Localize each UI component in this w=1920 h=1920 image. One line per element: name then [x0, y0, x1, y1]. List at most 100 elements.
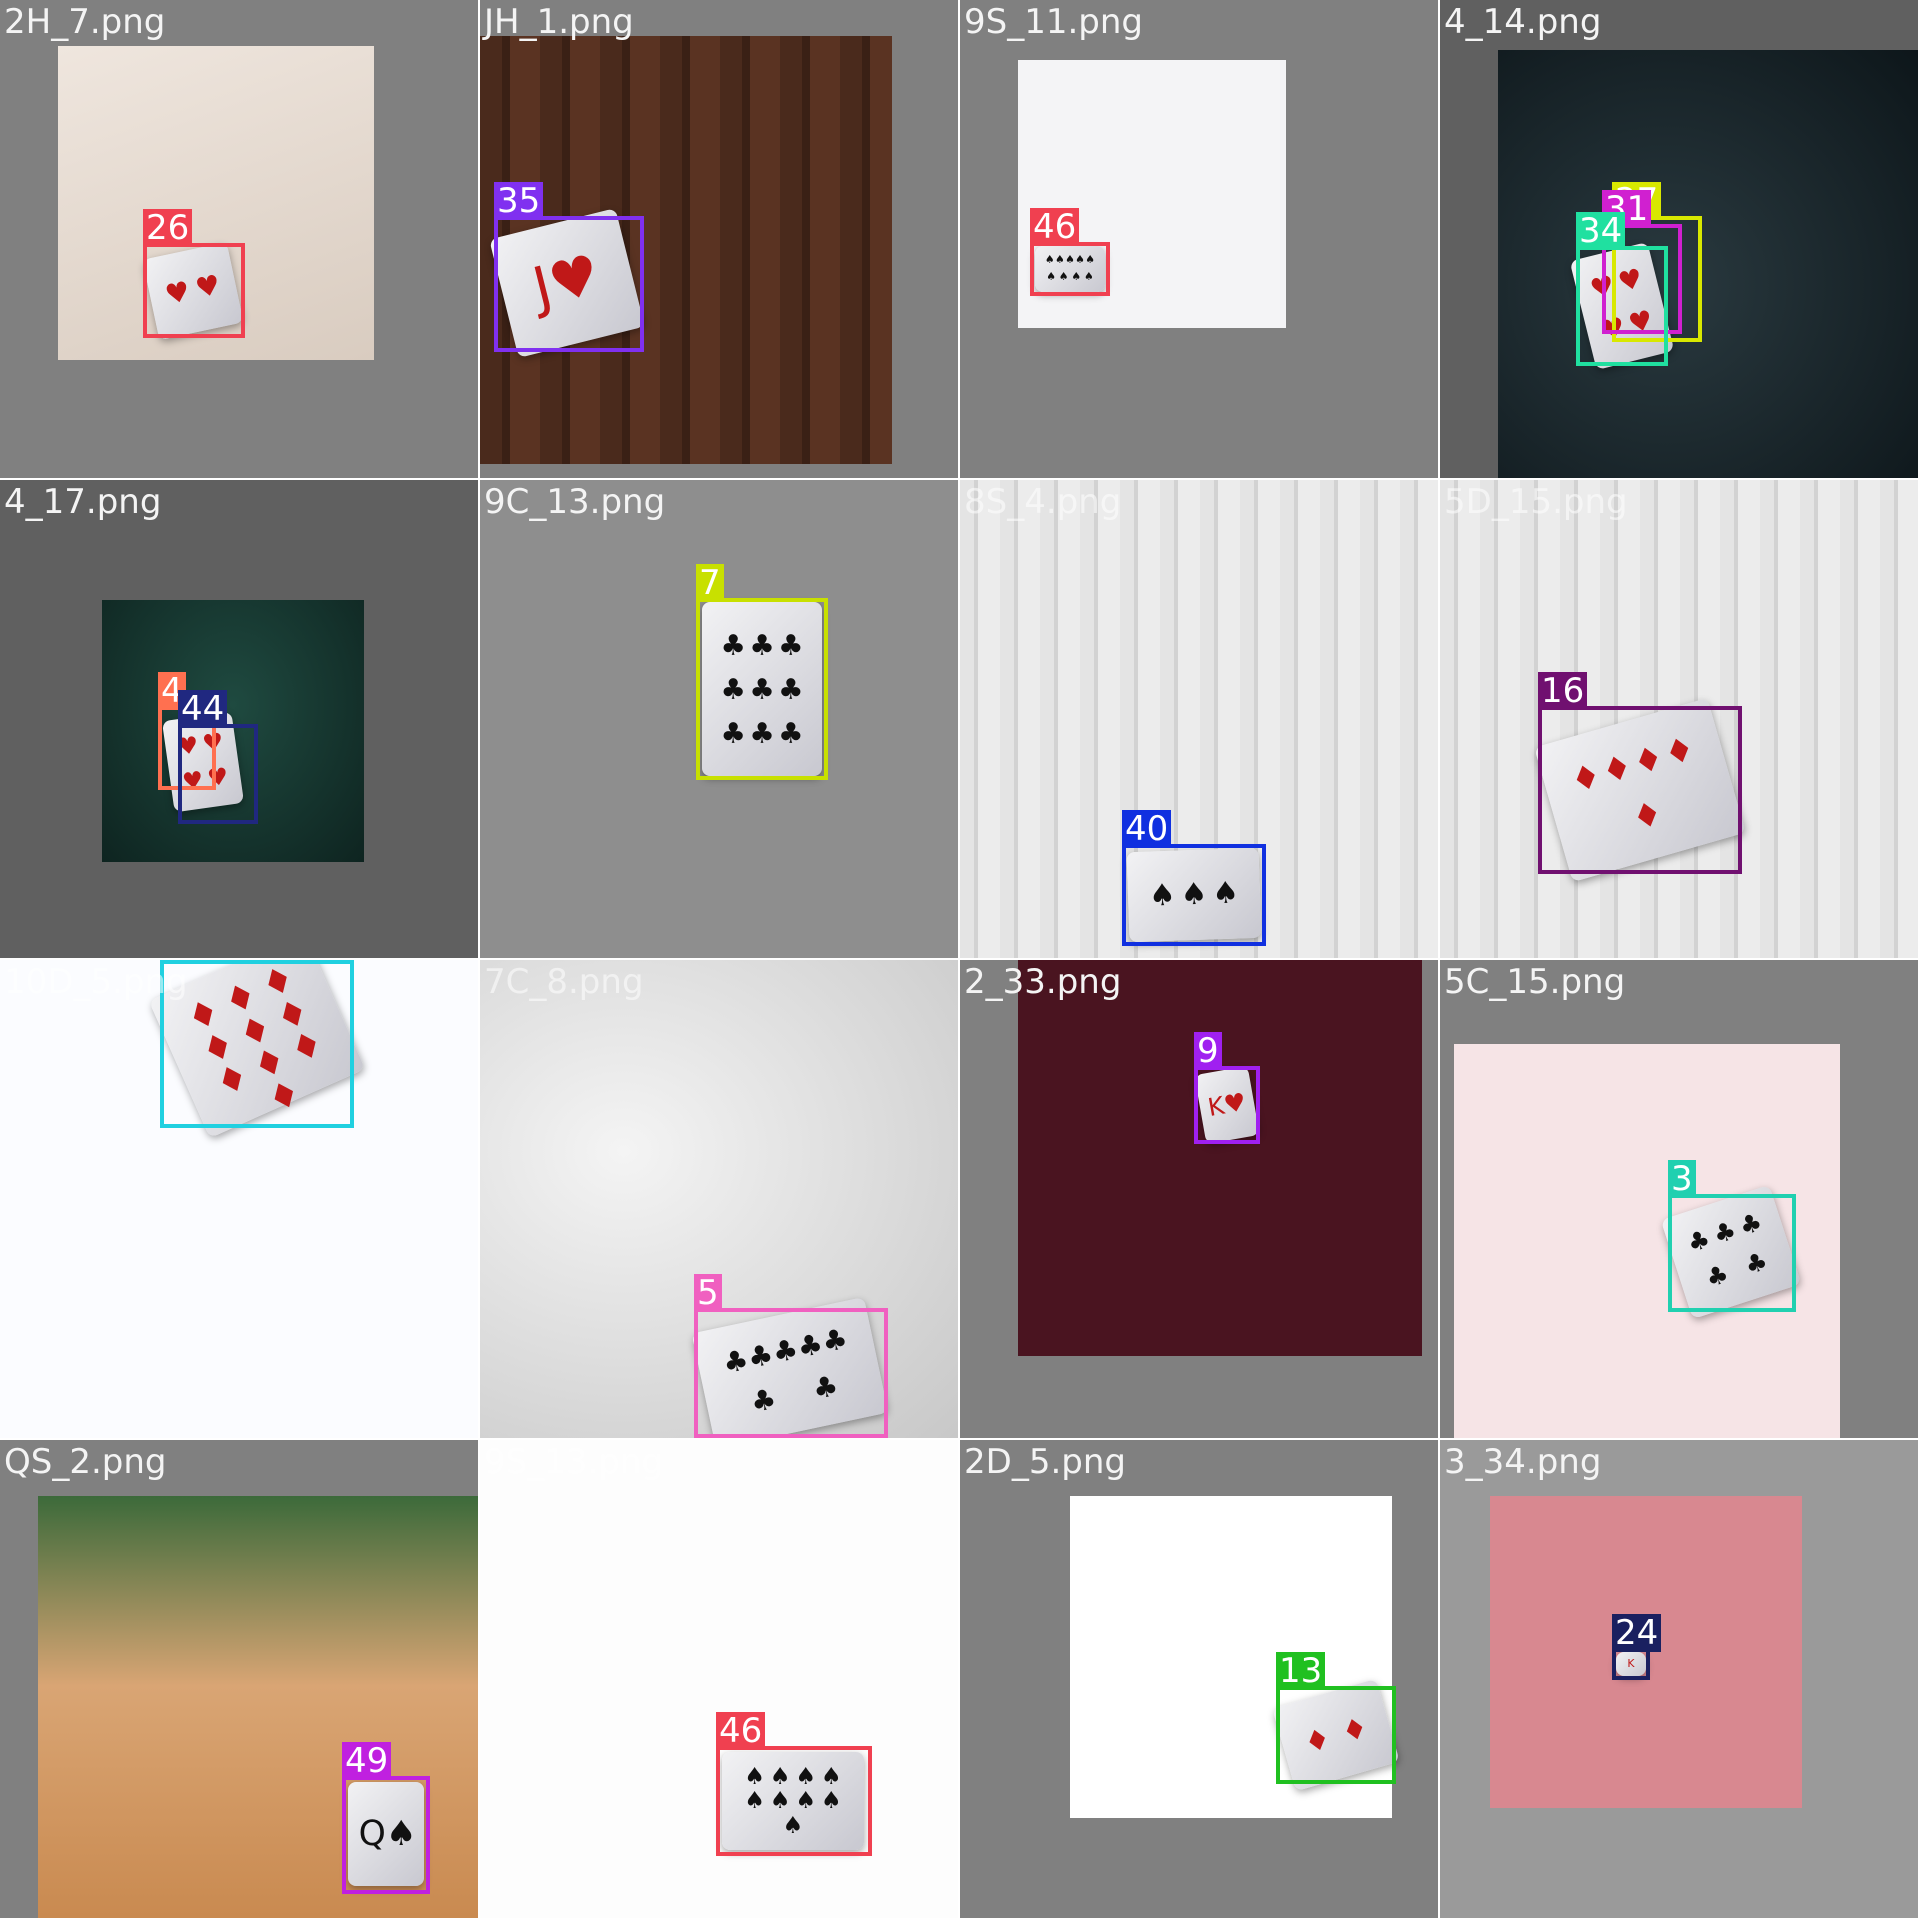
- card-pips: ♠ ♠ ♠ ♠ ♠ ♠ ♠ ♠ ♠: [742, 1764, 844, 1839]
- card-suit-icon: ♠: [1083, 270, 1094, 284]
- detection-box: 35: [494, 182, 644, 352]
- card-suit-icon: ♠: [795, 1761, 817, 1790]
- tile-filename: 3_34.png: [1444, 1442, 1602, 1482]
- detection-class-label: 40: [1122, 810, 1172, 848]
- card-suit-icon: ♠: [1046, 270, 1056, 284]
- card-suit-icon: ♠: [1055, 252, 1065, 266]
- playing-card: Q♠: [348, 1782, 424, 1886]
- card-pips: K: [1620, 1655, 1642, 1673]
- tile-filename: 10D_5.png: [4, 962, 188, 1002]
- detection-class-label: 9: [1194, 1032, 1222, 1070]
- card-suit-icon: K: [1627, 1656, 1635, 1670]
- mosaic-tile: ♦♦♦♦♦♦♦♦♦♦2110D_5.png: [0, 960, 478, 1438]
- detection-class-label: 16: [1538, 672, 1588, 710]
- detection-box: 46: [716, 1712, 872, 1856]
- card-pips: ♠ ♠ ♠ ♠ ♠ ♠ ♠ ♠ ♠: [1045, 252, 1095, 287]
- mosaic-tile: ♠ ♠ ♠ ♠ ♠ ♠ ♠ ♠ ♠ 46 9S_11.png: [960, 0, 1438, 478]
- detection-class-label: 46: [716, 1712, 766, 1750]
- mosaic-tile: ♥ ♥ 26 2H_7.png: [0, 0, 478, 478]
- detection-box: 24: [1612, 1614, 1662, 1680]
- card-suit-icon: ♠: [1044, 252, 1055, 266]
- card-suit-icon: ♠: [1065, 252, 1075, 266]
- card-suit-icon: ♠: [1085, 252, 1096, 266]
- card-suit-icon: ♠: [782, 1811, 804, 1840]
- mosaic-tile: ♦ ♦ 13 2D_5.png: [960, 1440, 1438, 1918]
- detection-class-label: 26: [143, 209, 193, 247]
- playing-card: ♠ ♠ ♠ ♠ ♠ ♠ ♠ ♠ ♠: [1035, 246, 1105, 292]
- detection-box: 13: [1276, 1652, 1396, 1784]
- card-suit-icon: ♠: [769, 1786, 791, 1815]
- card-pips: Q♠: [358, 1794, 417, 1873]
- card-suit-icon: ♠: [744, 1761, 766, 1790]
- mosaic-tile: ♣ ♣ ♣ ♣ ♣ 3 5C_15.png: [1440, 960, 1918, 1438]
- detection-class-label: 7: [696, 564, 724, 602]
- detection-box: 44: [178, 690, 258, 824]
- card-suit-icon: ♣: [749, 715, 775, 750]
- tile-filename: 7C_8.png: [484, 962, 644, 1002]
- detection-class-label: 35: [494, 182, 544, 220]
- detection-class-label: 44: [178, 690, 228, 728]
- tile-filename: 9S_11.png: [964, 2, 1143, 42]
- detection-box: 16: [1538, 672, 1742, 874]
- card-suit-icon: ♠: [1058, 270, 1069, 284]
- mosaic-tile: ♠ ♠ ♠ ♠ ♠ ♠ ♠ ♠ ♠ 46 9S_13.png: [480, 1440, 958, 1918]
- playing-card: ♠ ♠ ♠ ♠ ♠ ♠ ♠ ♠ ♠: [722, 1752, 864, 1850]
- tile-filename: 9S_13.png: [484, 1442, 663, 1482]
- detection-class-label: 21: [160, 960, 210, 964]
- detection-box: 21: [160, 960, 354, 1128]
- card-suit-icon: ♠: [1071, 270, 1082, 284]
- playing-card: K: [1616, 1652, 1646, 1676]
- detection-box: 3: [1668, 1160, 1796, 1312]
- tile-filename: JH_1.png: [484, 2, 634, 42]
- detection-box: 5: [694, 1274, 888, 1438]
- detection-class-label: 13: [1276, 1652, 1326, 1690]
- mosaic-tile: ♥ ♥ ♥ ♥ 4 44 4_17.png: [0, 480, 478, 958]
- mosaic-tile: ♥♥♥♥2731344_14.png: [1440, 0, 1918, 478]
- card-suit-icon: Q♠: [358, 1813, 417, 1854]
- detection-box: 7: [696, 564, 828, 780]
- card-suit-icon: ♣: [720, 715, 746, 750]
- tile-filename: 4_17.png: [4, 482, 162, 522]
- detection-box: 34: [1576, 212, 1668, 366]
- detection-class-label: 3: [1668, 1160, 1696, 1198]
- mosaic-tile: ♣ ♣ ♣ ♣ ♣ ♣ ♣ ♣ ♣ 7 9C_13.png: [480, 480, 958, 958]
- detection-box: 9: [1194, 1032, 1260, 1144]
- card-pips: ♣ ♣ ♣ ♣ ♣ ♣ ♣ ♣ ♣: [719, 623, 805, 755]
- tile-filename: 4_14.png: [1444, 2, 1602, 42]
- card-suit-icon: ♣: [777, 671, 804, 706]
- tile-filename: 5C_15.png: [1444, 962, 1626, 1002]
- mosaic-tile: J♥ 35 JH_1.png: [480, 0, 958, 478]
- card-suit-icon: ♠: [744, 1786, 766, 1815]
- tile-filename: 2H_7.png: [4, 2, 166, 42]
- tile-filename: 5D_15.png: [1444, 482, 1628, 522]
- card-suit-icon: ♣: [749, 627, 775, 662]
- detection-box: 46: [1030, 208, 1110, 296]
- detection-class-label: 34: [1576, 212, 1626, 250]
- card-suit-icon: ♣: [777, 627, 804, 662]
- tile-photo: [1498, 50, 1918, 478]
- tile-filename: 9C_13.png: [484, 482, 666, 522]
- card-suit-icon: ♠: [795, 1786, 817, 1815]
- detection-class-label: 46: [1030, 208, 1080, 246]
- detection-box: 40: [1122, 810, 1266, 946]
- card-suit-icon: ♣: [720, 671, 746, 706]
- mosaic-tile: K 24 3_34.png: [1440, 1440, 1918, 1918]
- card-suit-icon: ♣: [720, 627, 746, 662]
- tile-filename: QS_2.png: [4, 1442, 167, 1482]
- card-suit-icon: ♣: [749, 671, 775, 706]
- card-suit-icon: ♣: [777, 715, 804, 750]
- detection-box: 26: [143, 209, 245, 338]
- detection-class-label: 49: [342, 1742, 392, 1780]
- card-suit-icon: ♠: [1075, 252, 1085, 266]
- detection-class-label: 5: [694, 1274, 722, 1312]
- card-suit-icon: ♠: [820, 1761, 842, 1790]
- tile-filename: 8S_4.png: [964, 482, 1122, 522]
- mosaic-tile: ♠ ♠ ♠ 40 8S_4.png: [960, 480, 1438, 958]
- mosaic-tile: ♦ ♦ ♦ ♦ ♦ 16 5D_15.png: [1440, 480, 1918, 958]
- tile-photo: [1018, 960, 1422, 1356]
- tile-filename: 2_33.png: [964, 962, 1122, 1002]
- tile-filename: 2D_5.png: [964, 1442, 1126, 1482]
- mosaic-tile: K♥ 9 2_33.png: [960, 960, 1438, 1438]
- mosaic-tile: ♣ ♣ ♣ ♣ ♣ ♣ ♣ 5 7C_8.png: [480, 960, 958, 1438]
